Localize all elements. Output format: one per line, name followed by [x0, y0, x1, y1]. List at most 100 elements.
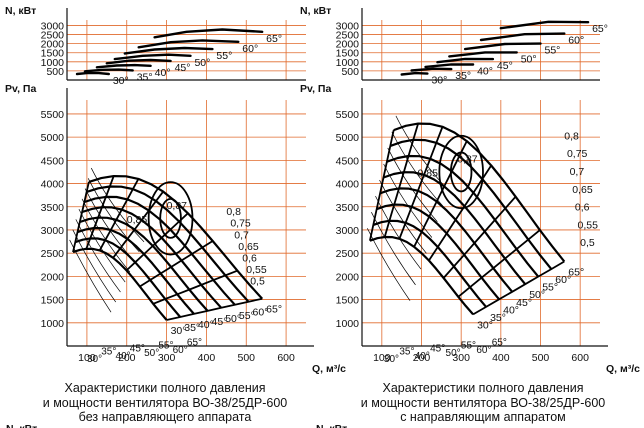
- c0-blade-end-label-5: 55°: [239, 310, 255, 322]
- c1-pressure-ytick-6: 4000: [336, 179, 360, 191]
- c0-blade-start-label-3: 45°: [130, 344, 145, 355]
- c1-surge-line-6: [391, 131, 444, 207]
- c0-surge-line-4: [81, 198, 131, 273]
- c1-power-curve-label-3: 45°: [497, 60, 513, 72]
- c1-pressure-xtick-1: 200: [413, 352, 431, 364]
- c0-power-curve-label-6: 60°: [242, 43, 258, 55]
- c0-power-curve-label-2: 40°: [155, 67, 171, 79]
- c0-surge-line-0: [69, 239, 112, 313]
- c0-pressure-ytick-4: 3000: [41, 225, 65, 237]
- c1-blade-curve-4: [383, 171, 527, 285]
- c0-blade-curve-2: [77, 226, 195, 315]
- c0-efficiency-label-7: 0,55: [246, 264, 267, 276]
- c0-power-curve-label-1: 35°: [137, 71, 153, 83]
- c0-blade-end-label-2: 40°: [198, 319, 214, 331]
- c1-pressure-xtick-0: 100: [373, 352, 391, 364]
- c0-pressure-ytick-2: 2000: [41, 271, 65, 283]
- c0-blade-curve-1: [74, 237, 182, 318]
- c1-pressure-ylabel: Pv, Па: [300, 83, 331, 95]
- c1-efficiency-label-5: 0,65: [572, 184, 593, 196]
- caption-right-line-3: с направляющим аппаратом: [400, 410, 566, 424]
- c1-power-curve-6: [479, 32, 566, 42]
- c1-blade-end-label-0: 30°: [477, 319, 493, 331]
- c1-power-ytick-2: 1500: [336, 48, 360, 60]
- c0-power-curve-6: [137, 39, 240, 49]
- c0-efficiency-label-8: 0,5: [250, 276, 265, 288]
- c0-power-curve-1: [83, 68, 134, 73]
- c1-blade-curve-0: [369, 235, 474, 316]
- c0-surge-line-3: [78, 208, 126, 283]
- c1-blade-end-label-3: 45°: [516, 297, 532, 309]
- c0-power-curve-4: [113, 53, 192, 61]
- c1-blade-end-label-2: 40°: [503, 304, 519, 316]
- c0-efficiency-label-6: 0,6: [242, 253, 257, 265]
- c0-power-ytick-2: 1500: [41, 48, 65, 60]
- c1-blade-curve-1: [372, 219, 487, 308]
- c1-efficiency-label-7: 0,55: [578, 219, 599, 231]
- c0-pressure-ylabel: Pv, Па: [5, 83, 36, 95]
- caption-right-line-1: Характеристики полного давления: [382, 381, 584, 395]
- c1-blade-curve-5: [386, 154, 540, 278]
- c0-efficiency-label-5: 0,65: [238, 241, 259, 253]
- c0-efficiency-island-1: [147, 181, 194, 256]
- c0-blade-start-label-1: 35°: [101, 347, 116, 358]
- c0-surge-line-7: [90, 167, 145, 243]
- c1-surge-line-2: [375, 195, 422, 270]
- c0-efficiency-label-0: 0,87: [167, 200, 188, 212]
- c1-map-isoline-10: [442, 196, 517, 279]
- c1-efficiency-label-1: 0,85: [418, 168, 439, 180]
- caption-left-line-2: и мощности вентилятора ВО-38/25ДР-600: [42, 395, 288, 410]
- c1-blade-start-label-2: 40°: [415, 351, 430, 362]
- c1-blade-end-label-1: 35°: [490, 312, 506, 324]
- c0-blade-start-label-0: 30°: [87, 354, 102, 365]
- c0-efficiency-island-0: [159, 197, 182, 239]
- c1-surge-line-1: [371, 212, 416, 286]
- c0-power-curve-label-4: 50°: [194, 57, 210, 69]
- c0-blade-start-label-6: 60°: [173, 345, 188, 356]
- c0-pressure-ytick-9: 5500: [41, 109, 65, 121]
- c1-pressure-ytick-2: 2000: [336, 271, 360, 283]
- c1-map-isoline-6: [413, 140, 468, 248]
- c1-power-curve-label-0: 30°: [431, 75, 447, 87]
- c0-blade-curve-6: [86, 185, 250, 303]
- c0-power-curve-5: [123, 46, 214, 55]
- c0-power-ytick-4: 2500: [41, 30, 65, 42]
- c1-pressure-xtick-4: 500: [532, 352, 550, 364]
- c1-power-curve-2: [424, 63, 475, 69]
- c1-power-ytick-0: 500: [341, 66, 359, 78]
- c1-pressure-ytick-5: 3500: [336, 202, 360, 214]
- c0-map-isoline-2: [85, 175, 115, 250]
- c1-power-curve-label-7: 65°: [592, 23, 608, 35]
- c1-map-isoline-4: [398, 126, 444, 240]
- caption-left-line-1: Характеристики полного давления: [64, 381, 266, 395]
- c0-pressure-xtick-0: 100: [78, 352, 96, 364]
- c1-pressure-xlabel: Q, м³/с: [606, 363, 640, 375]
- c0-pressure-xlabel: Q, м³/с: [312, 363, 346, 375]
- c0-surge-line-6: [87, 178, 140, 253]
- c1-power-curve-5: [463, 42, 542, 51]
- c0-power-curve-0: [75, 71, 111, 76]
- c1-pressure-xtick-2: 300: [452, 352, 470, 364]
- c0-efficiency-label-1: 0,85: [127, 214, 148, 226]
- c1-surge-line-3: [379, 179, 427, 254]
- c1-surge-line-4: [383, 163, 433, 238]
- c0-pressure-ytick-3: 2500: [41, 248, 65, 260]
- c0-pressure-xtick-3: 400: [198, 352, 216, 364]
- c0-pressure-xtick-1: 200: [118, 352, 136, 364]
- c0-surge-line-1: [72, 229, 117, 303]
- c0-map-isoline-8: [125, 212, 189, 272]
- c0-pressure-ytick-0: 1000: [41, 318, 65, 330]
- c1-power-ytick-5: 3000: [336, 20, 360, 32]
- c1-pressure-ytick-1: 1500: [336, 295, 360, 307]
- c0-power-curve-label-5: 55°: [216, 50, 232, 62]
- c1-blade-end-label-4: 50°: [529, 289, 545, 301]
- caption-left: Характеристики полного давления и мощнос…: [4, 381, 326, 425]
- c0-blade-end-label-1: 35°: [184, 322, 200, 334]
- c1-efficiency-label-8: 0,5: [580, 237, 595, 249]
- c0-efficiency-label-2: 0,8: [226, 206, 241, 218]
- c1-power-curve-label-5: 55°: [545, 45, 561, 57]
- c1-blade-end-label-6: 60°: [555, 274, 571, 286]
- c0-pressure-xtick-5: 600: [277, 352, 295, 364]
- c0-blade-start-label-2: 40°: [116, 351, 131, 362]
- c0-blade-curve-0: [72, 247, 168, 321]
